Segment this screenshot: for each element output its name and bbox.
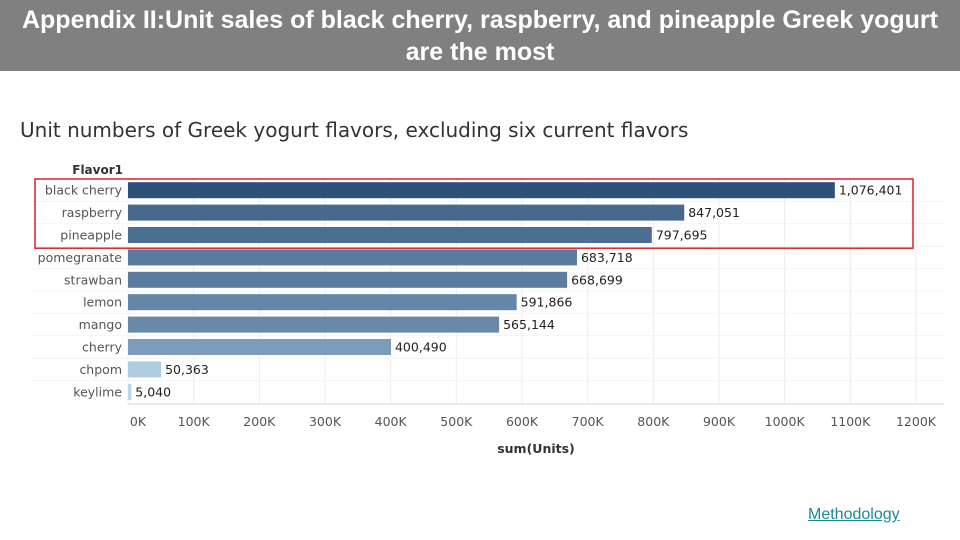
category-label: cherry: [82, 340, 123, 355]
bar-raspberry: [128, 204, 685, 221]
data-label: 5,040: [135, 384, 171, 399]
highlight-box: [34, 178, 914, 249]
category-label: keylime: [73, 384, 122, 399]
chart-title: Unit numbers of Greek yogurt flavors, ex…: [20, 118, 689, 142]
title-banner: Appendix II:Unit sales of black cherry, …: [0, 0, 960, 71]
category-label: pomegranate: [38, 250, 123, 265]
data-label: 797,695: [656, 228, 708, 243]
x-tick-label: 900K: [703, 414, 736, 429]
x-tick-label: 300K: [309, 414, 342, 429]
page-title: Appendix II:Unit sales of black cherry, …: [21, 5, 938, 66]
bar-chpom: [128, 361, 162, 378]
bar-lemon: [128, 294, 517, 311]
data-label: 1,076,401: [839, 183, 903, 198]
data-label: 50,363: [165, 362, 209, 377]
category-label: black cherry: [45, 183, 123, 198]
bar-pineapple: [128, 227, 652, 243]
data-label: 683,718: [581, 250, 633, 265]
x-tick-label: 1100K: [830, 414, 871, 429]
bar-cherry: [128, 339, 391, 355]
bar-mango: [128, 316, 500, 333]
data-label: 668,699: [571, 272, 623, 287]
category-label: pineapple: [60, 228, 122, 243]
bar-strawban: [128, 271, 568, 288]
x-tick-label: 700K: [572, 414, 605, 429]
bar-pomegranate: [128, 249, 577, 266]
data-label: 565,144: [503, 317, 555, 332]
category-label: strawban: [64, 272, 122, 287]
category-label: chpom: [79, 362, 122, 377]
x-tick-label: 1000K: [765, 414, 806, 429]
x-tick-label: 800K: [637, 414, 670, 429]
category-label: mango: [79, 317, 122, 332]
data-label: 847,051: [688, 205, 740, 220]
data-label: 591,866: [521, 295, 573, 310]
x-tick-label: 100K: [178, 414, 211, 429]
x-tick-label: 500K: [440, 414, 473, 429]
x-axis-label: sum(Units): [497, 441, 575, 456]
x-tick-label: 1200K: [896, 414, 937, 429]
data-label: 400,490: [395, 340, 447, 355]
category-header: Flavor1: [72, 163, 123, 177]
x-tick-label: 200K: [243, 414, 276, 429]
x-tick-label: 600K: [506, 414, 539, 429]
methodology-link[interactable]: Methodology: [808, 506, 900, 523]
x-tick-label: 0K: [130, 414, 147, 429]
category-label: lemon: [83, 295, 122, 310]
bar-keylime: [128, 383, 132, 400]
category-label: raspberry: [62, 205, 123, 220]
bar-black-cherry: [128, 182, 835, 199]
x-tick-label: 400K: [375, 414, 408, 429]
